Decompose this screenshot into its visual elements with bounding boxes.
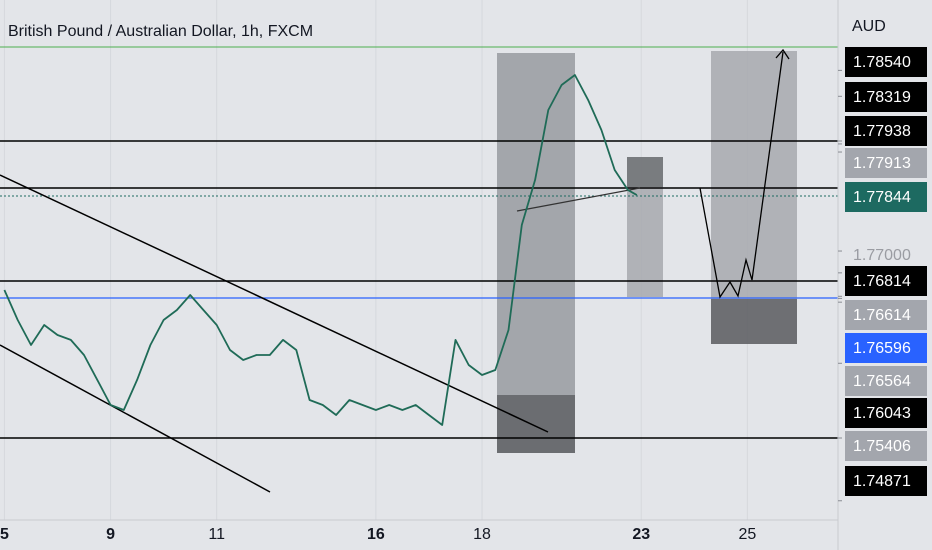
y-tick-label: 1.77938 (853, 123, 911, 140)
y-tick-label: 1.77844 (853, 189, 911, 206)
stop-box (711, 299, 797, 344)
price-tag (845, 431, 927, 461)
y-tick-label: 1.78540 (853, 54, 911, 71)
price-tag (845, 398, 927, 428)
range-box (497, 53, 575, 453)
price-tag (845, 466, 927, 496)
y-tick-label: 1.74871 (853, 473, 911, 490)
price-tag (845, 266, 927, 296)
arrow-head (775, 48, 790, 60)
x-tick-label: 5 (0, 526, 9, 543)
axis-unit: AUD (852, 18, 886, 35)
range-box (497, 395, 575, 453)
y-tick-label: 1.78319 (853, 89, 911, 106)
x-tick-label: 9 (106, 526, 115, 543)
trend-line (516, 187, 641, 212)
y-tick-label: 1.76564 (853, 373, 911, 390)
axes: 5 9 11 16 18 23 25 1.78540 1.78319 1.77938 1.77913… (0, 47, 927, 543)
projection (699, 51, 784, 299)
x-tick-label: 11 (208, 526, 225, 543)
price-tag (845, 366, 927, 396)
x-tick-label: 25 (738, 526, 756, 543)
annotations (0, 46, 838, 493)
y-tick-label: 1.77000 (853, 247, 911, 264)
price-line (3, 74, 638, 426)
price-tag (845, 47, 927, 77)
price-tag (845, 240, 927, 270)
price-tag (845, 333, 927, 363)
x-tick-label: 16 (367, 526, 385, 543)
chart-title: British Pound / Australian Dollar, 1h, F… (8, 23, 313, 40)
y-tick-label: 1.75406 (853, 438, 911, 455)
y-tick-label: 1.76043 (853, 405, 911, 422)
price-tag (845, 116, 927, 146)
y-tick-label: 1.76814 (853, 273, 911, 290)
plot (3, 74, 638, 426)
price-tag (845, 82, 927, 112)
price-tag (845, 182, 927, 212)
y-tick-label: 1.77913 (853, 155, 911, 172)
x-tick-label: 18 (473, 526, 491, 543)
trend-line (0, 174, 549, 433)
range-box (627, 157, 663, 187)
y-tick-label: 1.76614 (853, 307, 911, 324)
price-tag (845, 148, 927, 178)
y-tick-label: 1.76596 (853, 340, 911, 357)
price-tag (845, 300, 927, 330)
x-tick-label: 23 (632, 526, 650, 543)
target-box (711, 51, 797, 299)
trend-line (0, 344, 271, 493)
